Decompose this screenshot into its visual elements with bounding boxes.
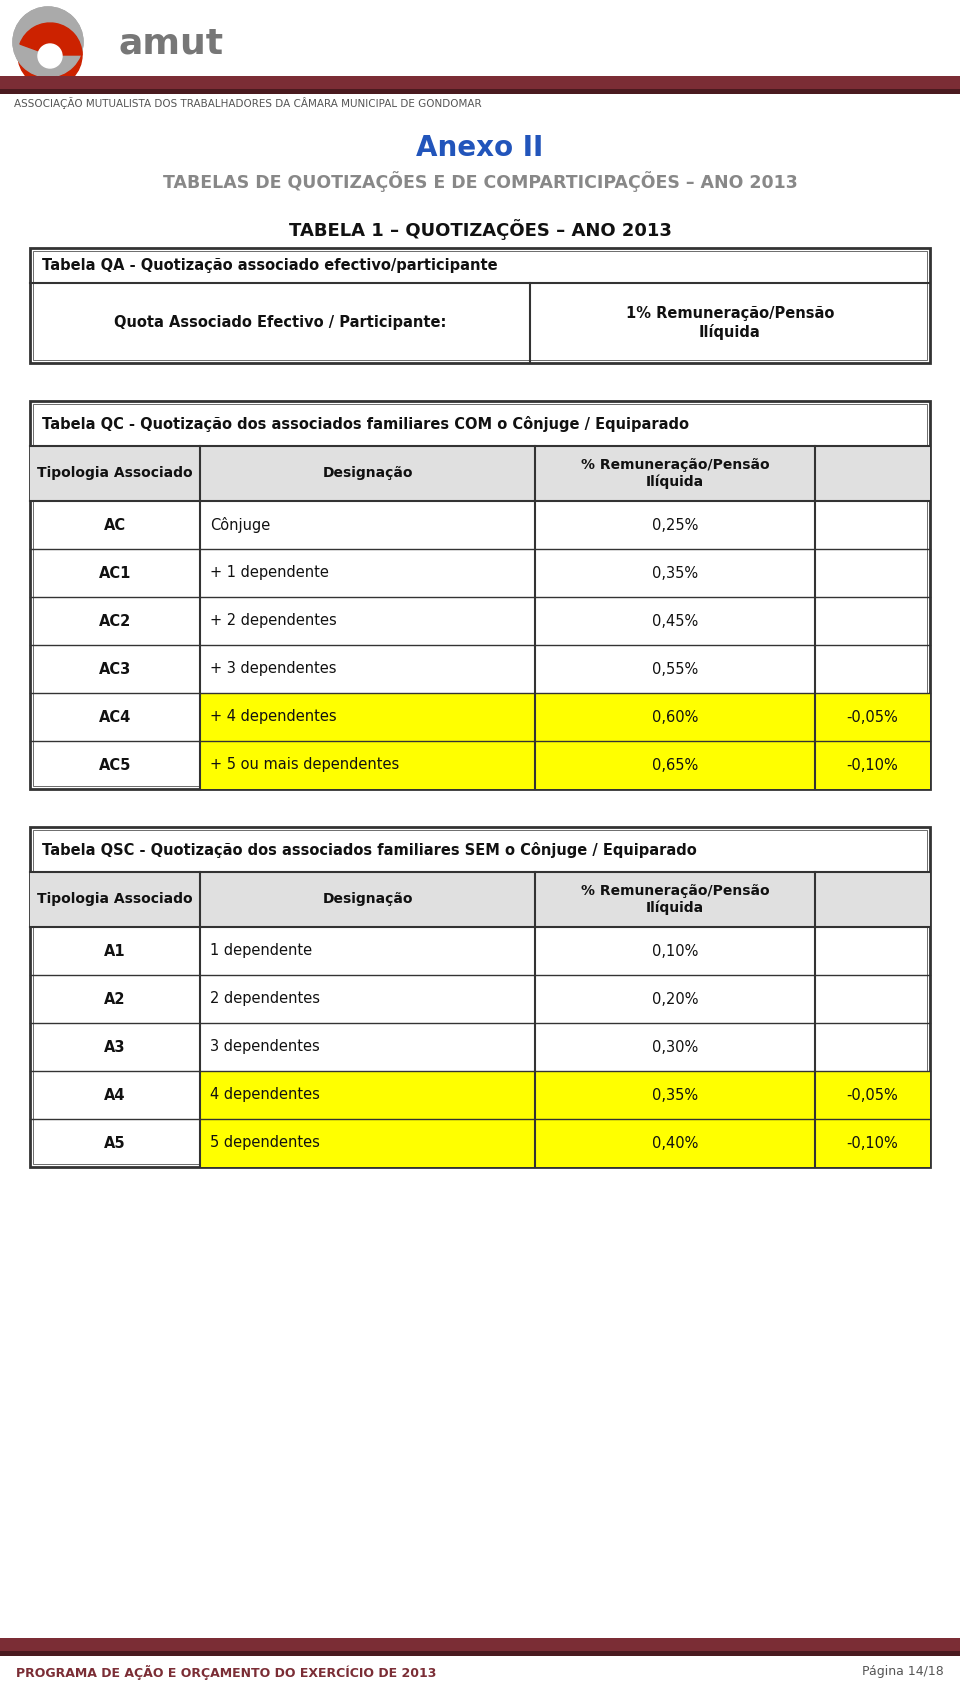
Text: -0,10%: -0,10%	[847, 757, 899, 772]
Text: A1: A1	[105, 944, 126, 959]
Bar	[815, 1071, 930, 1118]
Bar	[535, 742, 815, 789]
Text: Cônjuge: Cônjuge	[210, 518, 271, 533]
Text: 0,25%: 0,25%	[652, 518, 698, 533]
Text: Anexo II: Anexo II	[417, 134, 543, 161]
Bar	[33, 404, 927, 786]
Text: -0,05%: -0,05%	[847, 709, 899, 725]
Bar	[33, 251, 927, 360]
Text: amut: amut	[118, 27, 223, 61]
Bar	[30, 826, 930, 1168]
Bar	[200, 742, 535, 789]
Bar	[815, 692, 930, 742]
Bar	[535, 692, 815, 742]
Text: 0,55%: 0,55%	[652, 662, 698, 677]
Bar	[200, 1118, 535, 1168]
Bar	[30, 446, 930, 501]
Bar	[200, 1071, 535, 1118]
Text: TABELA 1 – QUOTIZAÇÕES – ANO 2013: TABELA 1 – QUOTIZAÇÕES – ANO 2013	[289, 219, 671, 241]
Text: + 5 ou mais dependentes: + 5 ou mais dependentes	[210, 757, 399, 772]
Bar	[815, 742, 930, 789]
Wedge shape	[20, 24, 82, 54]
Text: Tabela QSC - Quotização dos associados familiares SEM o Cônjuge / Equiparado: Tabela QSC - Quotização dos associados f…	[42, 842, 697, 857]
Text: AC2: AC2	[99, 614, 132, 628]
Text: AC3: AC3	[99, 662, 132, 677]
Bar	[815, 1118, 930, 1168]
Text: Tabela QA - Quotização associado efectivo/participante: Tabela QA - Quotização associado efectiv…	[42, 258, 497, 273]
Circle shape	[18, 24, 82, 87]
Text: AC5: AC5	[99, 757, 132, 772]
Text: AC1: AC1	[99, 565, 132, 580]
Text: 4 dependentes: 4 dependentes	[210, 1088, 320, 1103]
Text: + 3 dependentes: + 3 dependentes	[210, 662, 337, 677]
Bar	[33, 830, 927, 1164]
Bar	[200, 692, 535, 742]
Text: 3 dependentes: 3 dependentes	[210, 1040, 320, 1054]
Text: 0,20%: 0,20%	[652, 991, 698, 1006]
Text: -0,05%: -0,05%	[847, 1088, 899, 1103]
Text: Designação: Designação	[323, 467, 413, 480]
Text: Tipologia Associado: Tipologia Associado	[37, 893, 193, 906]
Text: A5: A5	[105, 1135, 126, 1151]
Bar	[0, 1638, 960, 1651]
Text: 5 dependentes: 5 dependentes	[210, 1135, 320, 1151]
Text: AC4: AC4	[99, 709, 132, 725]
Text: + 4 dependentes: + 4 dependentes	[210, 709, 337, 725]
Text: Página 14/18: Página 14/18	[862, 1665, 944, 1678]
Text: 0,35%: 0,35%	[652, 1088, 698, 1103]
Bar	[30, 400, 930, 789]
Text: 0,40%: 0,40%	[652, 1135, 698, 1151]
Text: 0,35%: 0,35%	[652, 565, 698, 580]
Text: -0,10%: -0,10%	[847, 1135, 899, 1151]
Bar	[0, 88, 960, 93]
Circle shape	[38, 44, 62, 68]
Text: 0,30%: 0,30%	[652, 1040, 698, 1054]
Text: % Remuneração/Pensão
Ilíquida: % Remuneração/Pensão Ilíquida	[581, 458, 769, 489]
Text: 1% Remuneração/Pensão
Ilíquida: 1% Remuneração/Pensão Ilíquida	[626, 305, 834, 339]
Text: TABELAS DE QUOTIZAÇÕES E DE COMPARTICIPAÇÕES – ANO 2013: TABELAS DE QUOTIZAÇÕES E DE COMPARTICIPA…	[162, 171, 798, 192]
Text: 0,65%: 0,65%	[652, 757, 698, 772]
Bar	[30, 248, 930, 363]
Bar	[0, 76, 960, 88]
Text: Tabela QC - Quotização dos associados familiares COM o Cônjuge / Equiparado: Tabela QC - Quotização dos associados fa…	[42, 416, 689, 431]
Text: A3: A3	[105, 1040, 126, 1054]
Bar	[0, 1651, 960, 1656]
Text: % Remuneração/Pensão
Ilíquida: % Remuneração/Pensão Ilíquida	[581, 884, 769, 915]
Text: Designação: Designação	[323, 893, 413, 906]
Text: A2: A2	[105, 991, 126, 1006]
Text: PROGRAMA DE AÇÃO E ORÇAMENTO DO EXERCÍCIO DE 2013: PROGRAMA DE AÇÃO E ORÇAMENTO DO EXERCÍCI…	[16, 1665, 437, 1680]
Circle shape	[36, 15, 80, 59]
Text: ASSOCIAÇÃO MUTUALISTA DOS TRABALHADORES DA CÂMARA MUNICIPAL DE GONDOMAR: ASSOCIAÇÃO MUTUALISTA DOS TRABALHADORES …	[14, 97, 482, 109]
Bar	[30, 872, 930, 927]
Text: 0,60%: 0,60%	[652, 709, 698, 725]
Text: 2 dependentes: 2 dependentes	[210, 991, 320, 1006]
Text: + 2 dependentes: + 2 dependentes	[210, 614, 337, 628]
Circle shape	[13, 7, 83, 76]
Text: A4: A4	[105, 1088, 126, 1103]
Text: + 1 dependente: + 1 dependente	[210, 565, 329, 580]
Text: AC: AC	[104, 518, 126, 533]
Text: 0,10%: 0,10%	[652, 944, 698, 959]
Circle shape	[13, 7, 83, 76]
Text: Tipologia Associado: Tipologia Associado	[37, 467, 193, 480]
Text: 0,45%: 0,45%	[652, 614, 698, 628]
Bar	[535, 1118, 815, 1168]
Text: 1 dependente: 1 dependente	[210, 944, 312, 959]
Bar	[535, 1071, 815, 1118]
Text: Quota Associado Efectivo / Participante:: Quota Associado Efectivo / Participante:	[114, 316, 446, 331]
